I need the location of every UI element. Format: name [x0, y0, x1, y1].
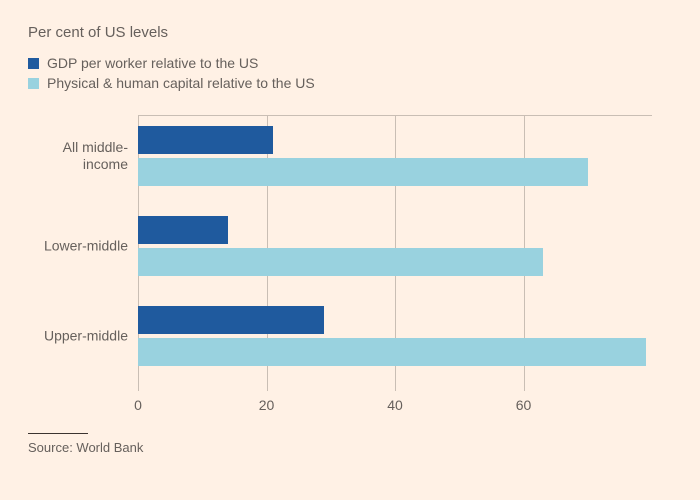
x-axis-tick: 0 [134, 397, 142, 413]
legend: GDP per worker relative to the US Physica… [28, 55, 672, 91]
category-label: All middle-income [28, 139, 138, 173]
chart-area: 0204060All middle-incomeLower-middleUppe… [138, 115, 652, 415]
legend-label: Physical & human capital relative to the… [47, 75, 315, 91]
footer-divider [28, 433, 88, 434]
bar [138, 338, 646, 366]
x-axis-tick: 60 [516, 397, 532, 413]
legend-label: GDP per worker relative to the US [47, 55, 258, 71]
category-label: Lower-middle [28, 238, 138, 255]
bar-group: Upper-middle [138, 306, 652, 366]
plot-area: 0204060All middle-incomeLower-middleUppe… [138, 116, 652, 391]
chart-subtitle: Per cent of US levels [28, 24, 672, 41]
bar [138, 126, 273, 154]
legend-swatch [28, 58, 39, 69]
legend-item: Physical & human capital relative to the… [28, 75, 672, 91]
bar [138, 306, 324, 334]
x-axis-tick: 20 [259, 397, 275, 413]
legend-item: GDP per worker relative to the US [28, 55, 672, 71]
bar-group: Lower-middle [138, 216, 652, 276]
bar-group: All middle-income [138, 126, 652, 186]
bar [138, 248, 543, 276]
category-label: Upper-middle [28, 328, 138, 345]
bar [138, 158, 588, 186]
legend-swatch [28, 78, 39, 89]
bar [138, 216, 228, 244]
x-axis-tick: 40 [387, 397, 403, 413]
source-text: Source: World Bank [28, 440, 672, 455]
